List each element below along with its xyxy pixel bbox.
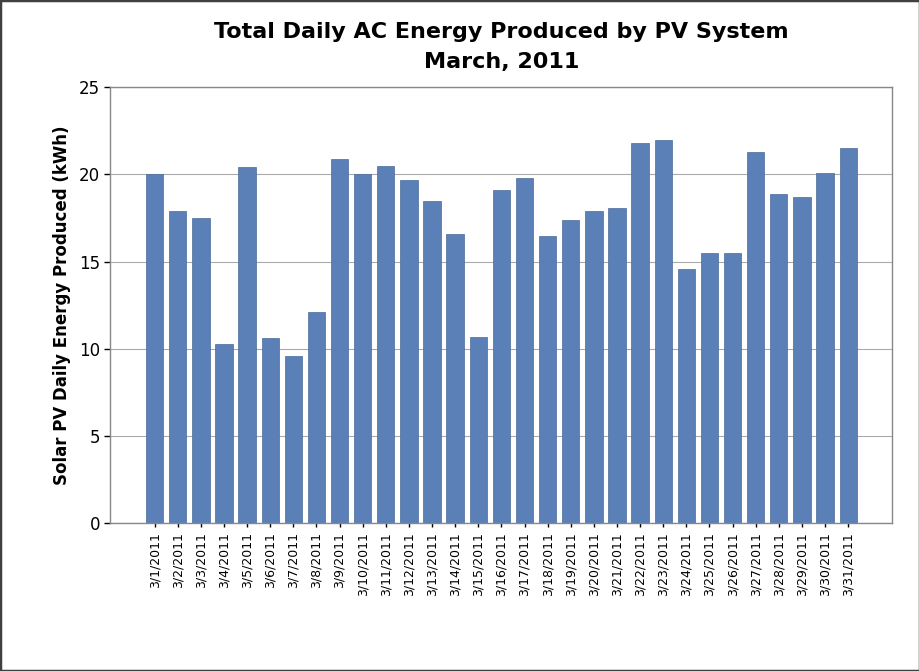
Bar [607,207,625,523]
Bar [423,201,440,523]
Bar [377,166,394,523]
Bar [792,197,810,523]
Bar [746,152,764,523]
Bar [769,194,787,523]
Bar [653,140,671,523]
Bar [584,211,602,523]
Bar [238,168,255,523]
Bar [839,148,856,523]
Bar [354,174,371,523]
Bar [516,178,533,523]
Bar [493,190,509,523]
Bar [723,253,741,523]
Bar [308,312,324,523]
Bar [700,253,718,523]
Bar [469,337,486,523]
Bar [331,159,348,523]
Bar [284,356,301,523]
Bar [146,174,163,523]
Bar [192,218,210,523]
Title: Total Daily AC Energy Produced by PV System
March, 2011: Total Daily AC Energy Produced by PV Sys… [214,22,788,72]
Bar [630,143,648,523]
Bar [215,344,233,523]
Bar [261,338,278,523]
Y-axis label: Solar PV Daily Energy Produced (kWh): Solar PV Daily Energy Produced (kWh) [52,125,71,485]
Bar [446,234,463,523]
Bar [169,211,187,523]
Bar [539,236,556,523]
Bar [677,268,694,523]
Bar [562,220,579,523]
Bar [400,180,417,523]
Bar [815,172,833,523]
